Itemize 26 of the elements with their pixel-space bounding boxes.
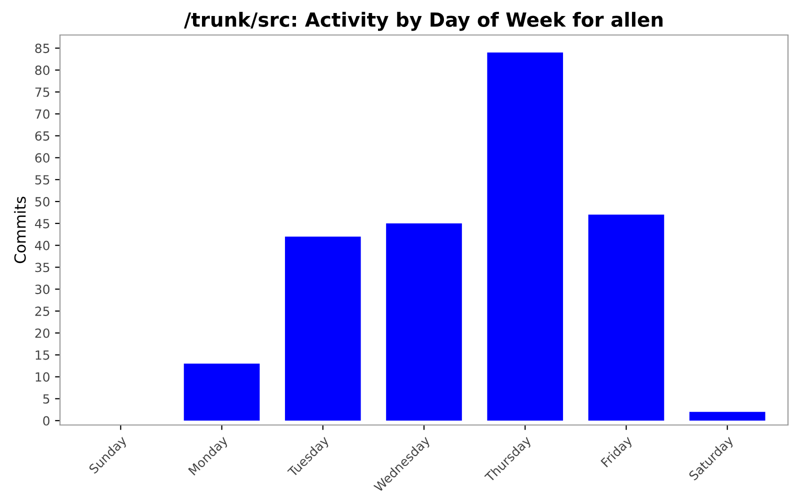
y-tick-label: 55 xyxy=(35,175,50,185)
y-tick-label: 75 xyxy=(35,88,50,97)
chart-title: /trunk/src: Activity by Day of Week for allen xyxy=(184,12,663,31)
bar xyxy=(689,412,766,421)
y-tick-label: 45 xyxy=(34,219,50,228)
y-tick-label: 25 xyxy=(35,306,50,316)
bar xyxy=(386,223,462,421)
y-tick-label: 50 xyxy=(35,196,50,206)
bar xyxy=(487,52,564,421)
y-tick-label: 80 xyxy=(35,66,50,75)
y-tick-label: 70 xyxy=(35,109,50,119)
y-tick-label: 30 xyxy=(35,284,50,294)
y-tick-label: 0 xyxy=(43,416,50,426)
bar xyxy=(588,214,664,421)
y-tick-label: 20 xyxy=(35,328,50,338)
y-tick-label: 65 xyxy=(35,131,50,141)
bar xyxy=(184,364,260,421)
y-tick-label: 35 xyxy=(35,262,50,272)
bar xyxy=(284,236,361,421)
y-tick-label: 5 xyxy=(43,394,50,404)
y-axis-title: Commits xyxy=(14,196,26,264)
y-tick-label: 10 xyxy=(36,372,50,382)
y-tick-label: 60 xyxy=(35,153,50,163)
y-tick-label: 15 xyxy=(36,350,50,360)
y-tick-label: 40 xyxy=(34,240,50,250)
y-tick-label: 85 xyxy=(35,44,50,54)
